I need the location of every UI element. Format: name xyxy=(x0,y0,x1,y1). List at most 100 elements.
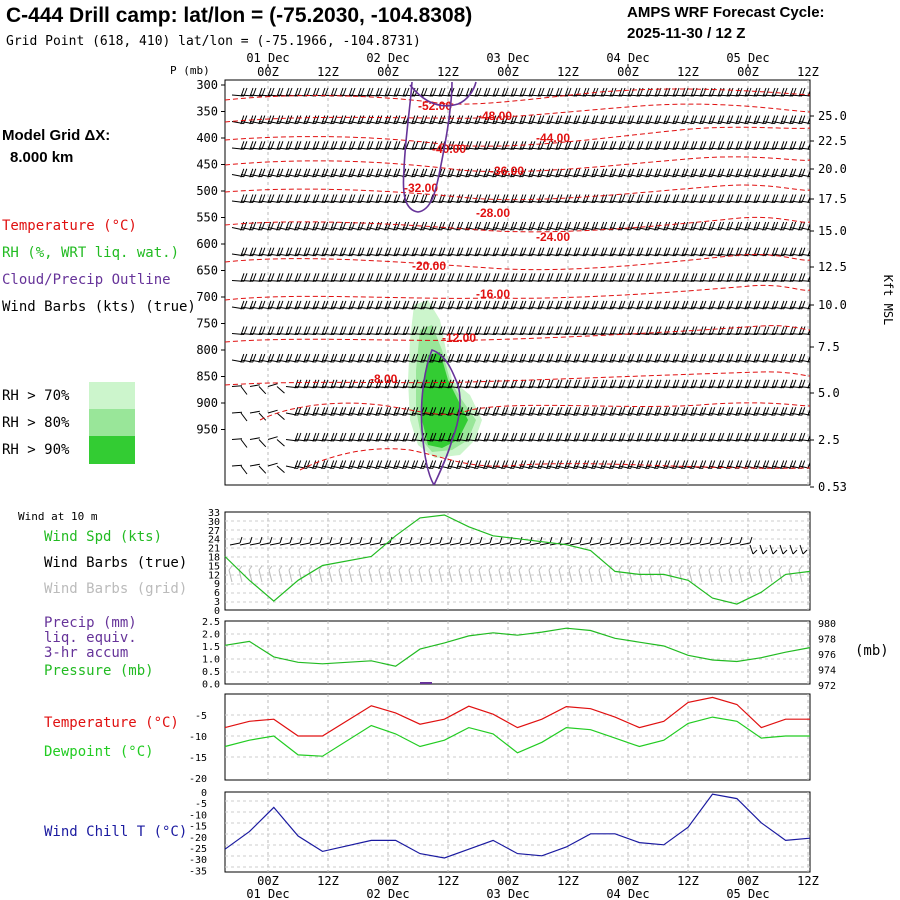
barb-staff xyxy=(447,333,461,335)
barb-staff xyxy=(438,280,452,282)
barb-staff xyxy=(393,439,406,442)
barb-flag xyxy=(645,221,650,231)
top-day-label: 04 Dec xyxy=(606,51,649,65)
surface-barb xyxy=(739,542,751,546)
legend-cloud: Cloud/Precip Outline xyxy=(2,272,171,288)
barb-staff xyxy=(357,147,370,150)
right-tick-label: 976 xyxy=(818,650,836,661)
barb-staff xyxy=(465,465,478,469)
barb-flag xyxy=(618,115,623,125)
barb-staff xyxy=(573,386,586,389)
y-tick-label: 15 xyxy=(208,561,220,572)
barb-flag xyxy=(375,353,380,363)
barb-staff xyxy=(303,306,316,310)
barb-staff xyxy=(240,174,253,178)
barb-flag xyxy=(375,247,380,257)
barb-staff xyxy=(609,359,622,363)
barb-staff xyxy=(600,386,613,389)
temperature-contour-line xyxy=(225,371,810,386)
barb-staff xyxy=(357,439,370,442)
height-tick-label: 5.0 xyxy=(818,386,840,400)
barb-flag xyxy=(510,407,515,416)
barb-staff xyxy=(798,200,810,203)
barb-flag xyxy=(294,221,299,231)
barb-flag xyxy=(240,247,245,257)
temperature-contour-label: -48.00 xyxy=(478,109,512,123)
barb-staff xyxy=(357,359,370,363)
barb-staff xyxy=(456,200,469,203)
barb-staff xyxy=(429,333,443,335)
barb-staff xyxy=(231,253,244,257)
barb-flag xyxy=(294,168,299,178)
barb-staff xyxy=(735,121,748,125)
barb-staff xyxy=(249,410,260,414)
barb-staff xyxy=(771,439,784,442)
barb-staff xyxy=(636,306,649,310)
barb-staff xyxy=(312,121,325,125)
barb-staff xyxy=(726,412,739,416)
barb-staff xyxy=(627,253,640,257)
barb-flag xyxy=(438,115,443,125)
barb-staff xyxy=(699,412,712,416)
bottom-day-label: 03 Dec xyxy=(486,887,529,900)
barb-staff xyxy=(663,439,676,442)
barb-staff xyxy=(654,94,668,97)
barb-staff xyxy=(240,412,248,422)
barb-flag xyxy=(258,353,263,363)
barb-staff xyxy=(384,465,397,469)
barb-flag xyxy=(537,432,542,442)
barb-flag xyxy=(522,326,527,335)
model-grid-value: 8.000 km xyxy=(10,149,73,166)
barb-flag xyxy=(618,300,623,310)
barb-flag xyxy=(258,247,263,257)
grid-barb-flag xyxy=(468,565,473,571)
barb-flag xyxy=(720,326,725,335)
barb-staff xyxy=(546,200,559,203)
barb-staff xyxy=(735,280,749,282)
barb-flag xyxy=(762,300,767,310)
barb-staff xyxy=(330,412,343,416)
barb-flag xyxy=(288,273,293,282)
temperature-panel xyxy=(224,693,811,781)
barb-flag xyxy=(780,194,785,204)
barb-flag xyxy=(276,168,281,178)
surface-barb-flag xyxy=(589,536,593,544)
barb-staff xyxy=(420,94,434,97)
barb-staff xyxy=(753,94,767,97)
barb-flag xyxy=(630,326,635,335)
surface-barb xyxy=(509,542,521,546)
barb-staff xyxy=(339,306,352,310)
barb-staff xyxy=(762,465,775,469)
y-tick-label: -15 xyxy=(189,753,207,764)
grid-barb-flag xyxy=(428,565,433,571)
barb-flag xyxy=(528,407,533,416)
barb-flag xyxy=(240,194,245,204)
barb-staff xyxy=(627,386,640,389)
temperature-contour-line xyxy=(225,253,810,271)
grid-barb xyxy=(558,569,563,583)
barb-flag xyxy=(339,115,344,125)
barb-flag xyxy=(501,407,506,416)
barb-staff xyxy=(402,94,416,97)
barb-flag xyxy=(339,300,344,310)
barb-flag xyxy=(384,432,389,442)
barb-staff xyxy=(645,359,658,363)
barb-flag xyxy=(573,353,578,363)
barb-staff xyxy=(573,465,586,469)
surface-barb xyxy=(539,542,551,546)
barb-flag xyxy=(729,273,734,282)
barb-flag xyxy=(333,273,338,282)
barb-staff xyxy=(456,465,469,469)
surface-barb-flag xyxy=(719,536,723,544)
barb-flag xyxy=(783,273,788,282)
barb-flag xyxy=(549,87,554,97)
grid-barb xyxy=(768,569,773,583)
barb-flag xyxy=(405,326,410,335)
barb-flag xyxy=(681,247,686,257)
barb-flag xyxy=(330,300,335,310)
barb-staff xyxy=(321,280,335,282)
barb-flag xyxy=(330,407,335,416)
barb-flag xyxy=(807,169,810,178)
barb-flag xyxy=(495,326,500,335)
barb-staff xyxy=(420,333,434,335)
